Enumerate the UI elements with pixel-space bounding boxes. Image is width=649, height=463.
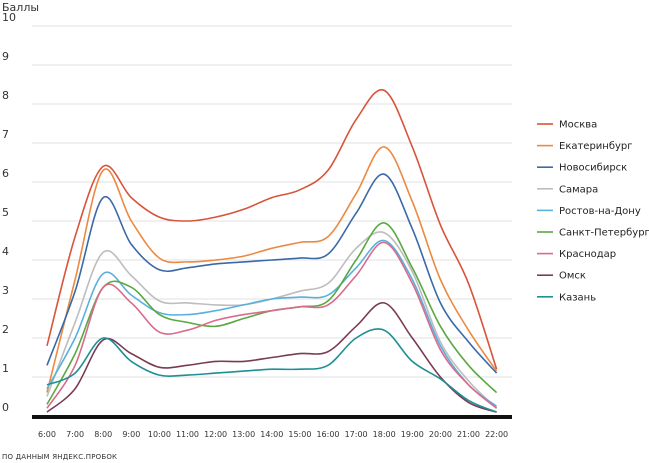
- x-tick-label: 9:00: [122, 430, 140, 439]
- x-tick-label: 20:00: [429, 430, 452, 439]
- x-axis-ticks: 6:00 7:00 8:00 9:00 10:00 11:00 12:00 13:00 14:0…: [38, 430, 508, 439]
- x-tick-label: 12:00: [204, 430, 227, 439]
- y-tick-label: 8: [2, 89, 9, 102]
- gridlines: [32, 25, 512, 378]
- series-line: [46, 302, 497, 413]
- series-line: [46, 328, 497, 413]
- legend-label: Ростов-на-Дону: [559, 206, 641, 217]
- series-line: [46, 239, 498, 407]
- legend-label: Екатеринбург: [559, 141, 633, 152]
- x-tick-label: 7:00: [66, 430, 84, 439]
- x-tick-label: 8:00: [94, 430, 112, 439]
- series-line: [46, 88, 498, 370]
- y-tick-label: 3: [2, 284, 9, 297]
- y-tick-label: 6: [2, 167, 9, 180]
- source-note: ПО ДАННЫМ ЯНДЕКС.ПРОБОК: [2, 453, 117, 461]
- x-tick-label: 16:00: [316, 430, 339, 439]
- y-tick-label: 0: [2, 401, 9, 414]
- x-tick-label: 19:00: [401, 430, 424, 439]
- legend-label: Казань: [559, 292, 596, 303]
- y-axis-ticks: 0 1 2 3 4 5 6 7 8 9 10: [2, 11, 16, 414]
- y-tick-label: 4: [2, 245, 9, 258]
- series-lines: [46, 88, 498, 413]
- x-tick-label: 21:00: [457, 430, 480, 439]
- x-tick-label: 15:00: [288, 430, 311, 439]
- legend-label: Санкт-Петербург: [559, 228, 649, 239]
- x-tick-label: 18:00: [373, 430, 396, 439]
- y-tick-label: 5: [2, 206, 9, 219]
- legend-label: Самара: [559, 184, 598, 195]
- series-line: [46, 173, 498, 374]
- x-tick-label: 10:00: [148, 430, 171, 439]
- y-tick-label: 10: [2, 11, 16, 24]
- legend-label: Москва: [559, 120, 597, 131]
- x-tick-label: 22:00: [485, 430, 508, 439]
- x-tick-label: 13:00: [232, 430, 255, 439]
- y-axis-label: Баллы: [2, 1, 39, 14]
- y-tick-label: 1: [2, 362, 9, 375]
- x-axis-line: [32, 415, 512, 419]
- x-tick-label: 6:00: [38, 430, 56, 439]
- y-tick-label: 9: [2, 50, 9, 63]
- x-tick-label: 14:00: [260, 430, 283, 439]
- legend-label: Краснодар: [559, 249, 616, 260]
- legend-label: Новосибирск: [559, 163, 627, 174]
- y-tick-label: 2: [2, 323, 9, 336]
- y-tick-label: 7: [2, 128, 9, 141]
- series-line: [46, 241, 498, 409]
- legend-label: Омск: [559, 271, 586, 282]
- x-tick-label: 17:00: [345, 430, 368, 439]
- x-tick-label: 11:00: [176, 430, 199, 439]
- legend: Москва Екатеринбург Новосибирск Самара Росто…: [537, 120, 649, 303]
- series-line: [46, 146, 498, 393]
